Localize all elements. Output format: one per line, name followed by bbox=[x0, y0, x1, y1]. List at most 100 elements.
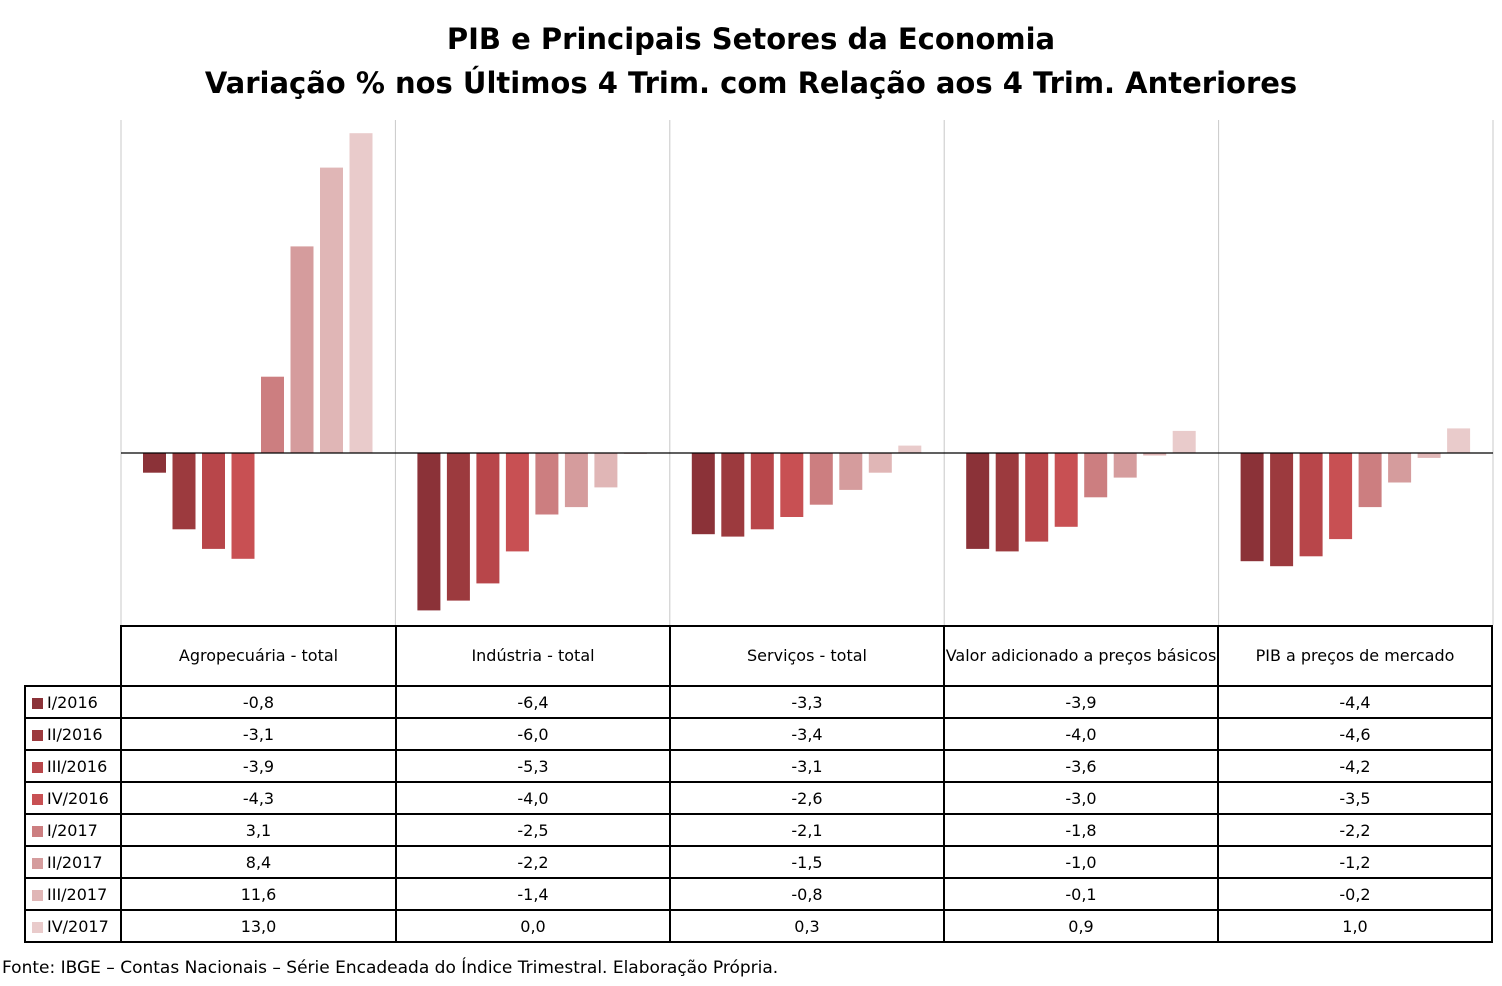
data-label: -0,1 bbox=[943, 877, 1219, 911]
data-label: -5,3 bbox=[395, 749, 671, 783]
legend-label: II/2016 bbox=[47, 724, 103, 744]
table-header-cell: Valor adicionado a preços básicos bbox=[943, 625, 1219, 687]
table-row: III/2017 11,6 -1,4 -0,8 -0,1 -0,2 bbox=[24, 877, 1493, 911]
bar bbox=[1172, 430, 1196, 453]
data-label: -0,2 bbox=[1217, 877, 1493, 911]
data-label: -4,0 bbox=[395, 781, 671, 815]
bar bbox=[1329, 453, 1353, 540]
legend-swatch bbox=[32, 825, 43, 837]
bar bbox=[202, 453, 225, 549]
data-label: -4,2 bbox=[1217, 749, 1493, 783]
data-label: -0,8 bbox=[669, 877, 945, 911]
legend-entry: I/2017 bbox=[24, 813, 122, 847]
data-label: -3,1 bbox=[669, 749, 945, 783]
bar bbox=[868, 453, 892, 473]
chart-subtitle: Variação % nos Últimos 4 Trim. com Relaç… bbox=[204, 66, 1298, 100]
data-label: -1,8 bbox=[943, 813, 1219, 847]
data-label: -2,2 bbox=[395, 845, 671, 879]
data-label: -3,0 bbox=[943, 781, 1219, 815]
data-label: -4,3 bbox=[120, 781, 397, 815]
data-label: -6,4 bbox=[395, 685, 671, 719]
bar bbox=[995, 453, 1019, 552]
table-row: I/2017 3,1 -2,5 -2,1 -1,8 -2,2 bbox=[24, 813, 1493, 847]
data-label: -3,9 bbox=[943, 685, 1219, 719]
legend-entry: I/2016 bbox=[24, 685, 122, 719]
data-label: -1,2 bbox=[1217, 845, 1493, 879]
data-label: 0,9 bbox=[943, 909, 1219, 943]
bar bbox=[143, 453, 166, 473]
legend-swatch bbox=[32, 793, 43, 805]
data-label: -3,5 bbox=[1217, 781, 1493, 815]
legend-swatch bbox=[32, 697, 43, 709]
legend-label: II/2017 bbox=[47, 852, 103, 872]
data-label: -3,3 bbox=[669, 685, 945, 719]
table-row: II/2016 -3,1 -6,0 -3,4 -4,0 -4,6 bbox=[24, 717, 1493, 751]
bar bbox=[1447, 428, 1471, 453]
data-label: -2,6 bbox=[669, 781, 945, 815]
data-label: -1,0 bbox=[943, 845, 1219, 879]
legend-entry: IV/2016 bbox=[24, 781, 122, 815]
bar-chart-plot bbox=[120, 120, 1494, 625]
legend-label: III/2016 bbox=[47, 756, 108, 776]
legend-swatch bbox=[32, 761, 43, 773]
table-row: II/2017 8,4 -2,2 -1,5 -1,0 -1,2 bbox=[24, 845, 1493, 879]
data-table: Agropecuária - total Indústria - total Ser… bbox=[24, 625, 1493, 943]
data-label: 8,4 bbox=[120, 845, 397, 879]
bar bbox=[594, 453, 618, 488]
bar bbox=[809, 453, 833, 505]
legend-entry: III/2016 bbox=[24, 749, 122, 783]
data-label: -0,8 bbox=[120, 685, 397, 719]
data-label: -3,6 bbox=[943, 749, 1219, 783]
data-label: 13,0 bbox=[120, 909, 397, 943]
bar bbox=[898, 445, 922, 453]
bar bbox=[1054, 453, 1078, 527]
data-label: -2,5 bbox=[395, 813, 671, 847]
table-row: III/2016 -3,9 -5,3 -3,1 -3,6 -4,2 bbox=[24, 749, 1493, 783]
legend-swatch bbox=[32, 857, 43, 869]
bar bbox=[780, 453, 804, 517]
data-label: -6,0 bbox=[395, 717, 671, 751]
data-label: -2,2 bbox=[1217, 813, 1493, 847]
legend-entry: IV/2017 bbox=[24, 909, 122, 943]
bar bbox=[231, 453, 255, 559]
chart-title: PIB e Principais Setores da Economia bbox=[446, 22, 1056, 56]
data-label: -1,4 bbox=[395, 877, 671, 911]
bar bbox=[750, 453, 774, 530]
legend-label: IV/2017 bbox=[47, 916, 109, 936]
bar bbox=[966, 453, 990, 549]
bar bbox=[839, 453, 863, 490]
table-corner bbox=[25, 626, 121, 686]
legend-entry: II/2017 bbox=[24, 845, 122, 879]
bar bbox=[446, 453, 470, 601]
bar bbox=[349, 133, 373, 453]
data-label: -3,1 bbox=[120, 717, 397, 751]
data-label: -1,5 bbox=[669, 845, 945, 879]
legend-label: III/2017 bbox=[47, 884, 108, 904]
data-label: -4,6 bbox=[1217, 717, 1493, 751]
bar bbox=[172, 453, 196, 530]
table-row: I/2016 -0,8 -6,4 -3,3 -3,9 -4,4 bbox=[24, 685, 1493, 719]
table-row: IV/2017 13,0 0,0 0,3 0,9 1,0 bbox=[24, 909, 1493, 943]
table-header-cell: Indústria - total bbox=[395, 625, 671, 687]
data-label: 11,6 bbox=[120, 877, 397, 911]
legend-label: IV/2016 bbox=[47, 788, 109, 808]
bar bbox=[1143, 453, 1167, 456]
data-label: -4,4 bbox=[1217, 685, 1493, 719]
bar bbox=[261, 376, 284, 453]
bar bbox=[1417, 453, 1441, 458]
bar bbox=[1270, 453, 1294, 567]
data-label: 0,0 bbox=[395, 909, 671, 943]
bar bbox=[505, 453, 529, 552]
bar bbox=[417, 453, 441, 611]
legend-swatch bbox=[32, 889, 43, 901]
data-label: 0,3 bbox=[669, 909, 945, 943]
table-header-cell: Serviços - total bbox=[669, 625, 945, 687]
bar bbox=[1025, 453, 1049, 542]
legend-label: I/2016 bbox=[47, 692, 98, 712]
legend-entry: II/2016 bbox=[24, 717, 122, 751]
bar bbox=[1358, 453, 1382, 508]
legend-swatch bbox=[32, 729, 43, 741]
data-label: 1,0 bbox=[1217, 909, 1493, 943]
bar bbox=[290, 246, 314, 453]
legend-label: I/2017 bbox=[47, 820, 98, 840]
